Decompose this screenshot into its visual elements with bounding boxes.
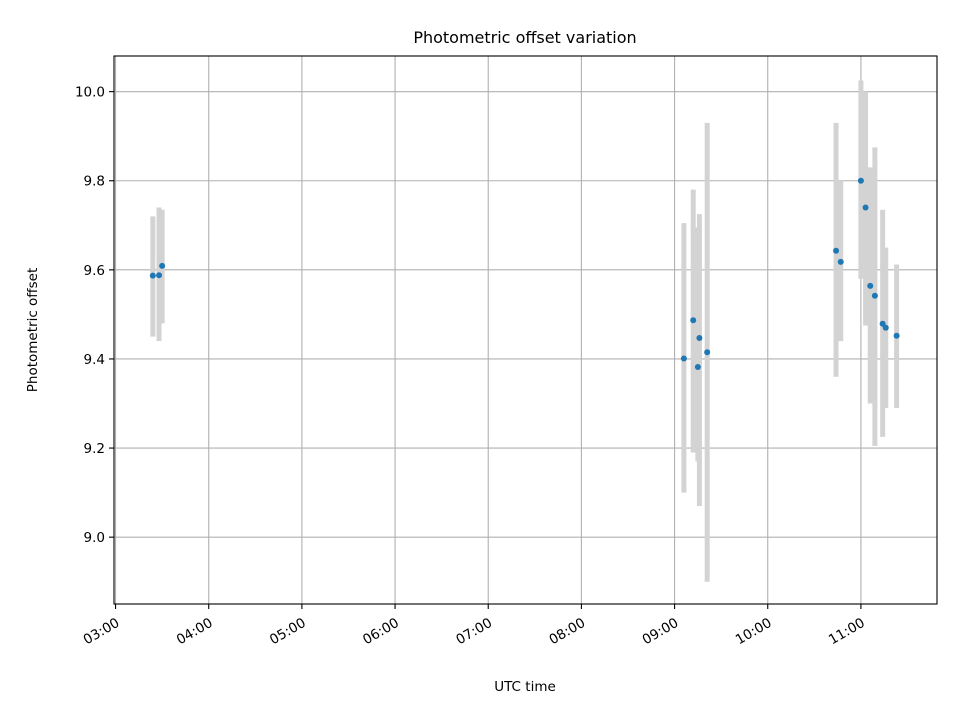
data-point — [837, 258, 844, 265]
x-tick-label: 03:00 — [81, 615, 123, 648]
y-axis-label: Photometric offset — [25, 268, 41, 392]
data-point — [833, 247, 840, 254]
data-point — [159, 262, 166, 269]
x-tick-label: 04:00 — [174, 615, 216, 648]
error-bars — [150, 80, 900, 582]
data-point — [696, 335, 703, 342]
data-point — [893, 332, 900, 339]
y-tick-label: 9.8 — [84, 174, 105, 190]
plot-frame — [113, 55, 938, 605]
data-point — [680, 355, 687, 362]
data-point — [857, 177, 864, 184]
axis-ticks: 03:00 04:00 05:00 06:00 07:00 08:00 09:00 10:00… — [75, 85, 868, 649]
data-point — [149, 272, 156, 279]
chart-title: Photometric offset variation — [413, 28, 636, 47]
x-tick-label: 05:00 — [267, 615, 309, 648]
data-point — [704, 349, 711, 356]
x-tick-label: 06:00 — [360, 615, 402, 648]
x-tick-label: 07:00 — [453, 615, 495, 648]
x-tick-label: 08:00 — [547, 615, 589, 648]
x-axis-label: UTC time — [494, 679, 556, 695]
grid — [114, 56, 937, 604]
data-points — [149, 177, 900, 370]
data-point — [694, 363, 701, 370]
y-tick-label: 10.0 — [75, 85, 105, 101]
data-point — [882, 324, 889, 331]
x-tick-label: 09:00 — [640, 615, 682, 648]
data-point — [156, 272, 163, 279]
data-point — [862, 204, 869, 211]
y-tick-label: 9.2 — [84, 441, 105, 457]
data-point — [871, 292, 878, 299]
y-tick-label: 9.4 — [84, 352, 105, 368]
data-point — [867, 282, 874, 289]
x-tick-label: 11:00 — [826, 615, 868, 648]
y-tick-label: 9.6 — [84, 263, 105, 279]
y-tick-label: 9.0 — [84, 530, 105, 546]
data-point — [690, 317, 697, 324]
x-tick-label: 10:00 — [733, 615, 775, 648]
